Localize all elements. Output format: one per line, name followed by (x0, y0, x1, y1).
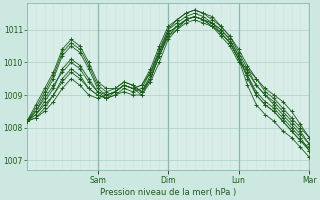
X-axis label: Pression niveau de la mer( hPa ): Pression niveau de la mer( hPa ) (100, 188, 236, 197)
